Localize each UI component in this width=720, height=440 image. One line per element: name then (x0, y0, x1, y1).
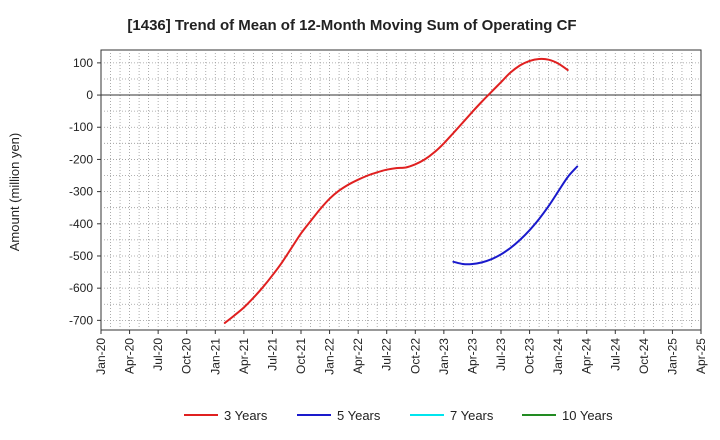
y-tick-label: -400 (69, 217, 93, 231)
y-tick-label: -100 (69, 120, 93, 134)
series-line-3-years (223, 57, 569, 324)
y-axis-label: Amount (million yen) (7, 133, 22, 252)
y-tick-label: -200 (69, 152, 93, 166)
y-tick-label: 100 (73, 56, 93, 70)
x-tick-label: Jan-22 (323, 338, 337, 375)
legend-label: 5 Years (337, 408, 381, 423)
legend-label: 7 Years (450, 408, 494, 423)
chart-title: [1436] Trend of Mean of 12-Month Moving … (127, 17, 576, 34)
x-tick-label: Jan-25 (665, 338, 679, 375)
x-tick-label: Apr-22 (351, 338, 365, 374)
legend-item-7-years: 7 Years (410, 408, 494, 423)
y-tick-label: -500 (69, 249, 93, 263)
x-tick-label: Jan-24 (551, 338, 565, 375)
x-tick-label: Jul-24 (608, 338, 622, 371)
plot-area (100, 49, 702, 331)
x-tick-label: Apr-25 (694, 338, 708, 374)
x-tick-label: Jul-20 (151, 338, 165, 371)
x-tick-label: Jul-21 (265, 338, 279, 371)
x-tick-label: Apr-24 (580, 338, 594, 374)
x-tick-label: Oct-22 (408, 338, 422, 374)
y-tick-label: 0 (86, 88, 93, 102)
legend-item-5-years: 5 Years (297, 408, 381, 423)
x-tick-label: Jan-23 (437, 338, 451, 375)
x-tick-label: Jan-20 (94, 338, 108, 375)
x-tick-label: Apr-23 (465, 338, 479, 374)
x-tick-label: Oct-21 (294, 338, 308, 374)
x-tick-label: Apr-21 (237, 338, 251, 374)
x-tick-label: Jan-21 (208, 338, 222, 375)
grid (101, 50, 701, 330)
y-tick-label: -600 (69, 281, 93, 295)
legend-item-10-years: 10 Years (522, 408, 613, 423)
legend-item-3-years: 3 Years (184, 408, 268, 423)
legend-label: 10 Years (562, 408, 613, 423)
legend-label: 3 Years (224, 408, 268, 423)
y-tick-label: -700 (69, 313, 93, 327)
x-tick-label: Oct-23 (523, 338, 537, 374)
series-lines (223, 57, 579, 324)
x-tick-label: Apr-20 (123, 338, 137, 374)
x-axis: Jan-20 Apr-20 Jul-20 Oct-20 Jan-21 Apr-21 Jul-… (94, 330, 708, 375)
x-tick-label: Jul-23 (494, 338, 508, 371)
legend: 3 Years 5 Years 7 Years 10 Years (184, 408, 613, 423)
y-axis: 100 0 -100 -200 -300 -400 -500 -600 -700 (69, 56, 101, 327)
x-tick-label: Jul-22 (380, 338, 394, 371)
y-tick-label: -300 (69, 185, 93, 199)
x-tick-label: Oct-20 (180, 338, 194, 374)
series-line-5-years (452, 165, 579, 266)
plot-frame (100, 49, 702, 331)
x-tick-label: Oct-24 (637, 338, 651, 374)
